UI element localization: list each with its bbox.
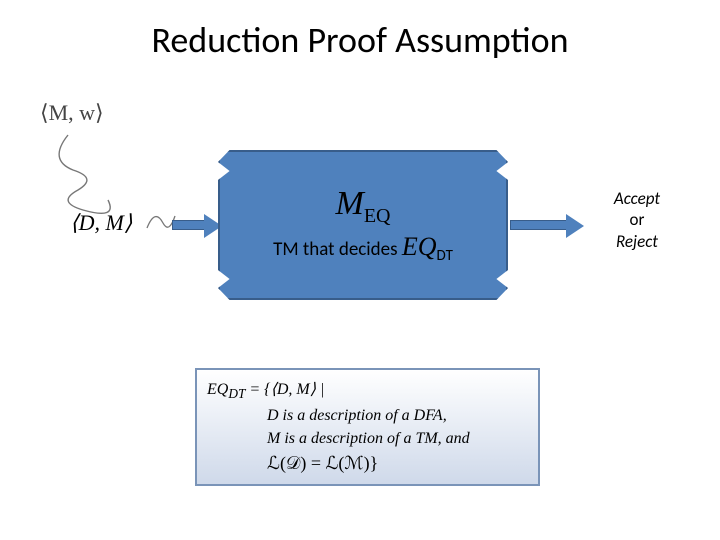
def-eq: = {⟨D, M⟩ | [245, 381, 324, 398]
machine-content: MEQ TM that decides EQDT [228, 160, 498, 290]
output-label: Accept or Reject [592, 188, 682, 252]
def-line-l: ℒ(𝒟) = ℒ(ℳ)} [207, 450, 528, 476]
arrow-out-line [510, 220, 568, 230]
machine-caption: TM that decides EQDT [273, 232, 453, 265]
def-lhs-sub: DT [228, 386, 245, 401]
input-mw-label: ⟨M, w⟩ [40, 100, 104, 126]
accept-text: Accept [592, 188, 682, 209]
page-title: Reduction Proof Assumption [0, 18, 720, 62]
def-line-1: EQDT = {⟨D, M⟩ | [207, 378, 528, 404]
input-dm-label: ⟨D, M⟩ [70, 210, 132, 236]
def-lhs: EQ [207, 381, 228, 398]
squiggle-connector [145, 198, 181, 238]
reject-text: Reject [592, 231, 682, 252]
definition-box: EQDT = {⟨D, M⟩ | D is a description of a… [195, 368, 540, 486]
machine-name-sub: EQ [364, 205, 391, 227]
machine-caption-sub: DT [437, 247, 453, 265]
machine-name-main: M [336, 185, 364, 222]
squiggle-arrow [48, 130, 158, 220]
arrow-in-line [172, 220, 206, 230]
machine-name: MEQ [336, 185, 391, 228]
or-text: or [592, 209, 682, 230]
def-line-m: M is a description of a TM, and [207, 427, 528, 450]
def-line-d: D is a description of a DFA, [207, 404, 528, 427]
machine-caption-sym: EQ [402, 232, 437, 261]
arrow-out-head [566, 214, 584, 238]
machine-caption-prefix: TM that decides [273, 238, 402, 261]
